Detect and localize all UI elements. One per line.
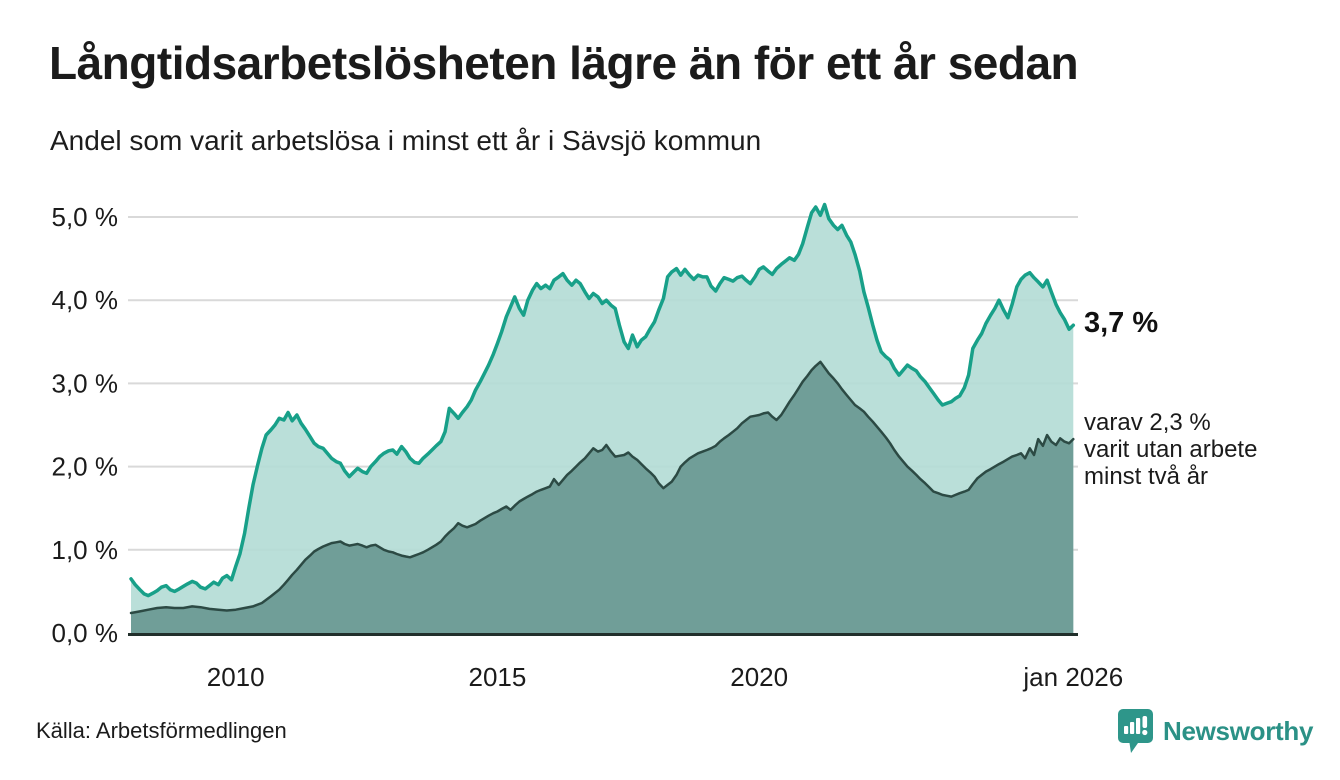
brand-name: Newsworthy [1163, 715, 1314, 746]
secondary-series-label-line2: varit utan arbete [1084, 436, 1258, 463]
y-tick-label: 3,0 % [52, 368, 119, 398]
source-attribution: Källa: Arbetsförmedlingen [36, 718, 287, 743]
y-tick-label: 5,0 % [52, 202, 119, 232]
y-tick-label: 4,0 % [52, 285, 119, 315]
latest-value-label: 3,7 % [1084, 307, 1159, 339]
x-tick-label: 2010 [207, 662, 265, 692]
y-tick-label: 0,0 % [52, 618, 119, 648]
x-tick-label: 2020 [730, 662, 788, 692]
secondary-series-label-line3: minst två år [1084, 463, 1209, 490]
secondary-series-label: varav 2,3 % varit utan arbete minst två … [1084, 409, 1257, 490]
page-title: Långtidsarbetslösheten lägre än för ett … [49, 37, 1079, 89]
y-tick-label: 1,0 % [52, 535, 119, 565]
series-line-secondary [129, 360, 1075, 615]
series-line-primary [129, 202, 1076, 598]
brand-logo: Newsworthy [1117, 708, 1313, 754]
newsworthy-icon [1118, 709, 1153, 753]
x-tick-label: jan 2026 [1022, 662, 1123, 692]
x-tick-label: 2015 [469, 662, 527, 692]
y-tick-label: 2,0 % [52, 452, 119, 482]
chart-subtitle: Andel som varit arbetslösa i minst ett å… [50, 125, 762, 156]
series-area-secondary [131, 361, 1074, 633]
secondary-series-label-line1: varav 2,3 % [1084, 409, 1211, 436]
